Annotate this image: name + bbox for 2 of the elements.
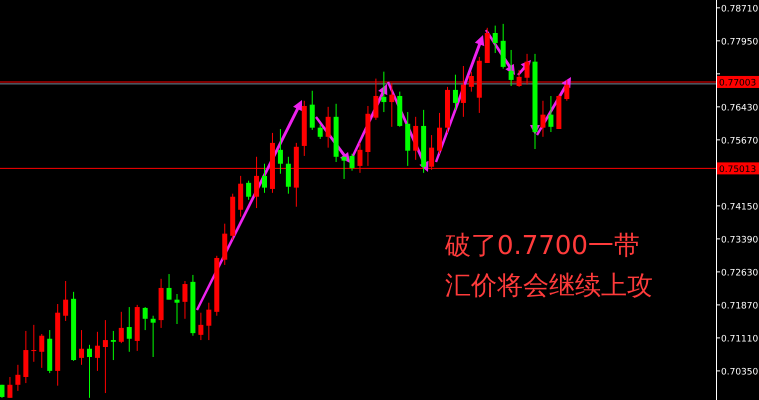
- annotation: 破了0.7700一带: [445, 231, 640, 261]
- annotation: 汇价将会继续上攻: [445, 271, 653, 301]
